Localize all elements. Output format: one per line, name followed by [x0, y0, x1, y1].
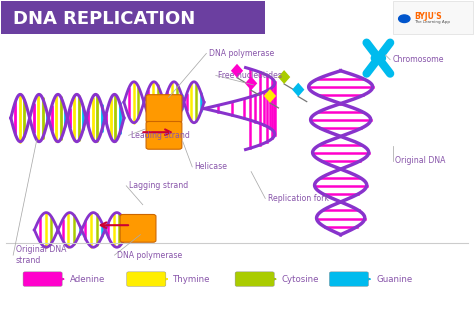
Text: Thymine: Thymine [173, 275, 211, 284]
Text: BYJU'S: BYJU'S [414, 12, 442, 21]
Polygon shape [292, 83, 304, 97]
Circle shape [371, 53, 385, 63]
FancyBboxPatch shape [329, 272, 368, 286]
Text: Guanine: Guanine [376, 275, 412, 284]
Text: Original DNA
strand: Original DNA strand [16, 245, 66, 265]
Text: Lagging strand: Lagging strand [128, 181, 188, 190]
FancyBboxPatch shape [127, 272, 166, 286]
Text: Leading strand: Leading strand [131, 131, 190, 140]
FancyBboxPatch shape [23, 272, 62, 286]
Text: Free nucleotides: Free nucleotides [218, 71, 282, 80]
FancyBboxPatch shape [146, 95, 182, 122]
Text: Cytosine: Cytosine [282, 275, 319, 284]
Text: The Learning App: The Learning App [414, 20, 450, 24]
Polygon shape [231, 64, 243, 78]
Text: Original DNA: Original DNA [395, 156, 445, 165]
FancyBboxPatch shape [120, 214, 156, 242]
FancyBboxPatch shape [392, 1, 473, 34]
Polygon shape [245, 76, 257, 90]
Text: Helicase: Helicase [195, 162, 228, 171]
FancyBboxPatch shape [1, 1, 265, 34]
Circle shape [399, 15, 410, 23]
Text: DNA REPLICATION: DNA REPLICATION [13, 10, 195, 28]
Text: Chromosome: Chromosome [392, 55, 444, 64]
Text: DNA polymerase: DNA polymerase [117, 251, 182, 259]
Text: Replication fork: Replication fork [268, 194, 328, 203]
Text: Adenine: Adenine [70, 275, 105, 284]
FancyBboxPatch shape [146, 121, 182, 149]
Text: DNA polymerase: DNA polymerase [209, 49, 274, 58]
FancyBboxPatch shape [235, 272, 274, 286]
Polygon shape [264, 89, 276, 103]
Polygon shape [278, 70, 290, 84]
